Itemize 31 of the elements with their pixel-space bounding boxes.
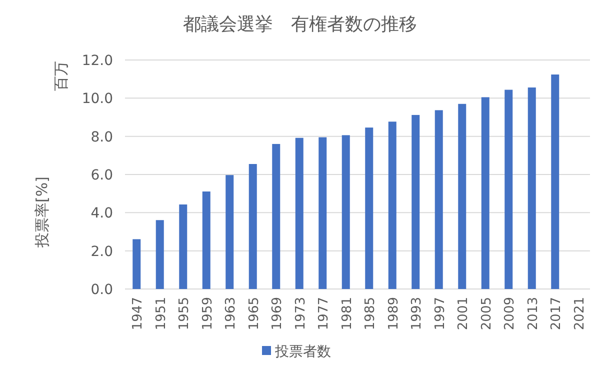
y-tick-label: 12.0 bbox=[82, 53, 113, 69]
x-tick-label: 1947 bbox=[130, 297, 146, 330]
y-axis-title: 投票率[%] bbox=[33, 176, 51, 248]
x-tick-label: 1965 bbox=[246, 297, 262, 330]
x-tick-label: 1989 bbox=[386, 297, 402, 330]
text: 百万 bbox=[52, 61, 70, 91]
y-tick-label: 10.0 bbox=[82, 91, 113, 108]
x-tick-label: 1973 bbox=[293, 297, 308, 330]
x-tick-label: 1959 bbox=[200, 297, 216, 330]
x-tick-label: 2021 bbox=[572, 297, 588, 330]
y-tick-label: 4.0 bbox=[90, 206, 113, 222]
y-tick-label: 8.0 bbox=[90, 129, 113, 146]
legend-label: 投票者数 bbox=[274, 344, 331, 360]
x-tick-label: 1951 bbox=[154, 297, 169, 330]
x-tick-label: 2017 bbox=[549, 297, 564, 330]
x-tick-label: 1981 bbox=[340, 297, 355, 330]
y-tick-label: 6.0 bbox=[90, 168, 113, 184]
x-tick-label: 2001 bbox=[456, 297, 472, 330]
x-tick-label: 1997 bbox=[432, 297, 448, 330]
y-tick-label: 0.0 bbox=[90, 282, 113, 298]
x-tick-label: 2005 bbox=[479, 297, 494, 330]
y-tick-label: 2.0 bbox=[90, 244, 113, 260]
chart-title: 都議会選挙 有権者数の推移 bbox=[183, 14, 417, 35]
x-tick-label: 1969 bbox=[270, 297, 286, 330]
x-tick-label: 1985 bbox=[363, 297, 378, 330]
x-tick-label: 1993 bbox=[410, 297, 425, 330]
x-tick-label: 1955 bbox=[177, 297, 192, 330]
x-tick-label: 1977 bbox=[316, 297, 332, 330]
x-tick-label: 2009 bbox=[502, 297, 518, 330]
x-tick-label: 2013 bbox=[526, 297, 541, 330]
x-tick-label: 1963 bbox=[224, 297, 239, 330]
